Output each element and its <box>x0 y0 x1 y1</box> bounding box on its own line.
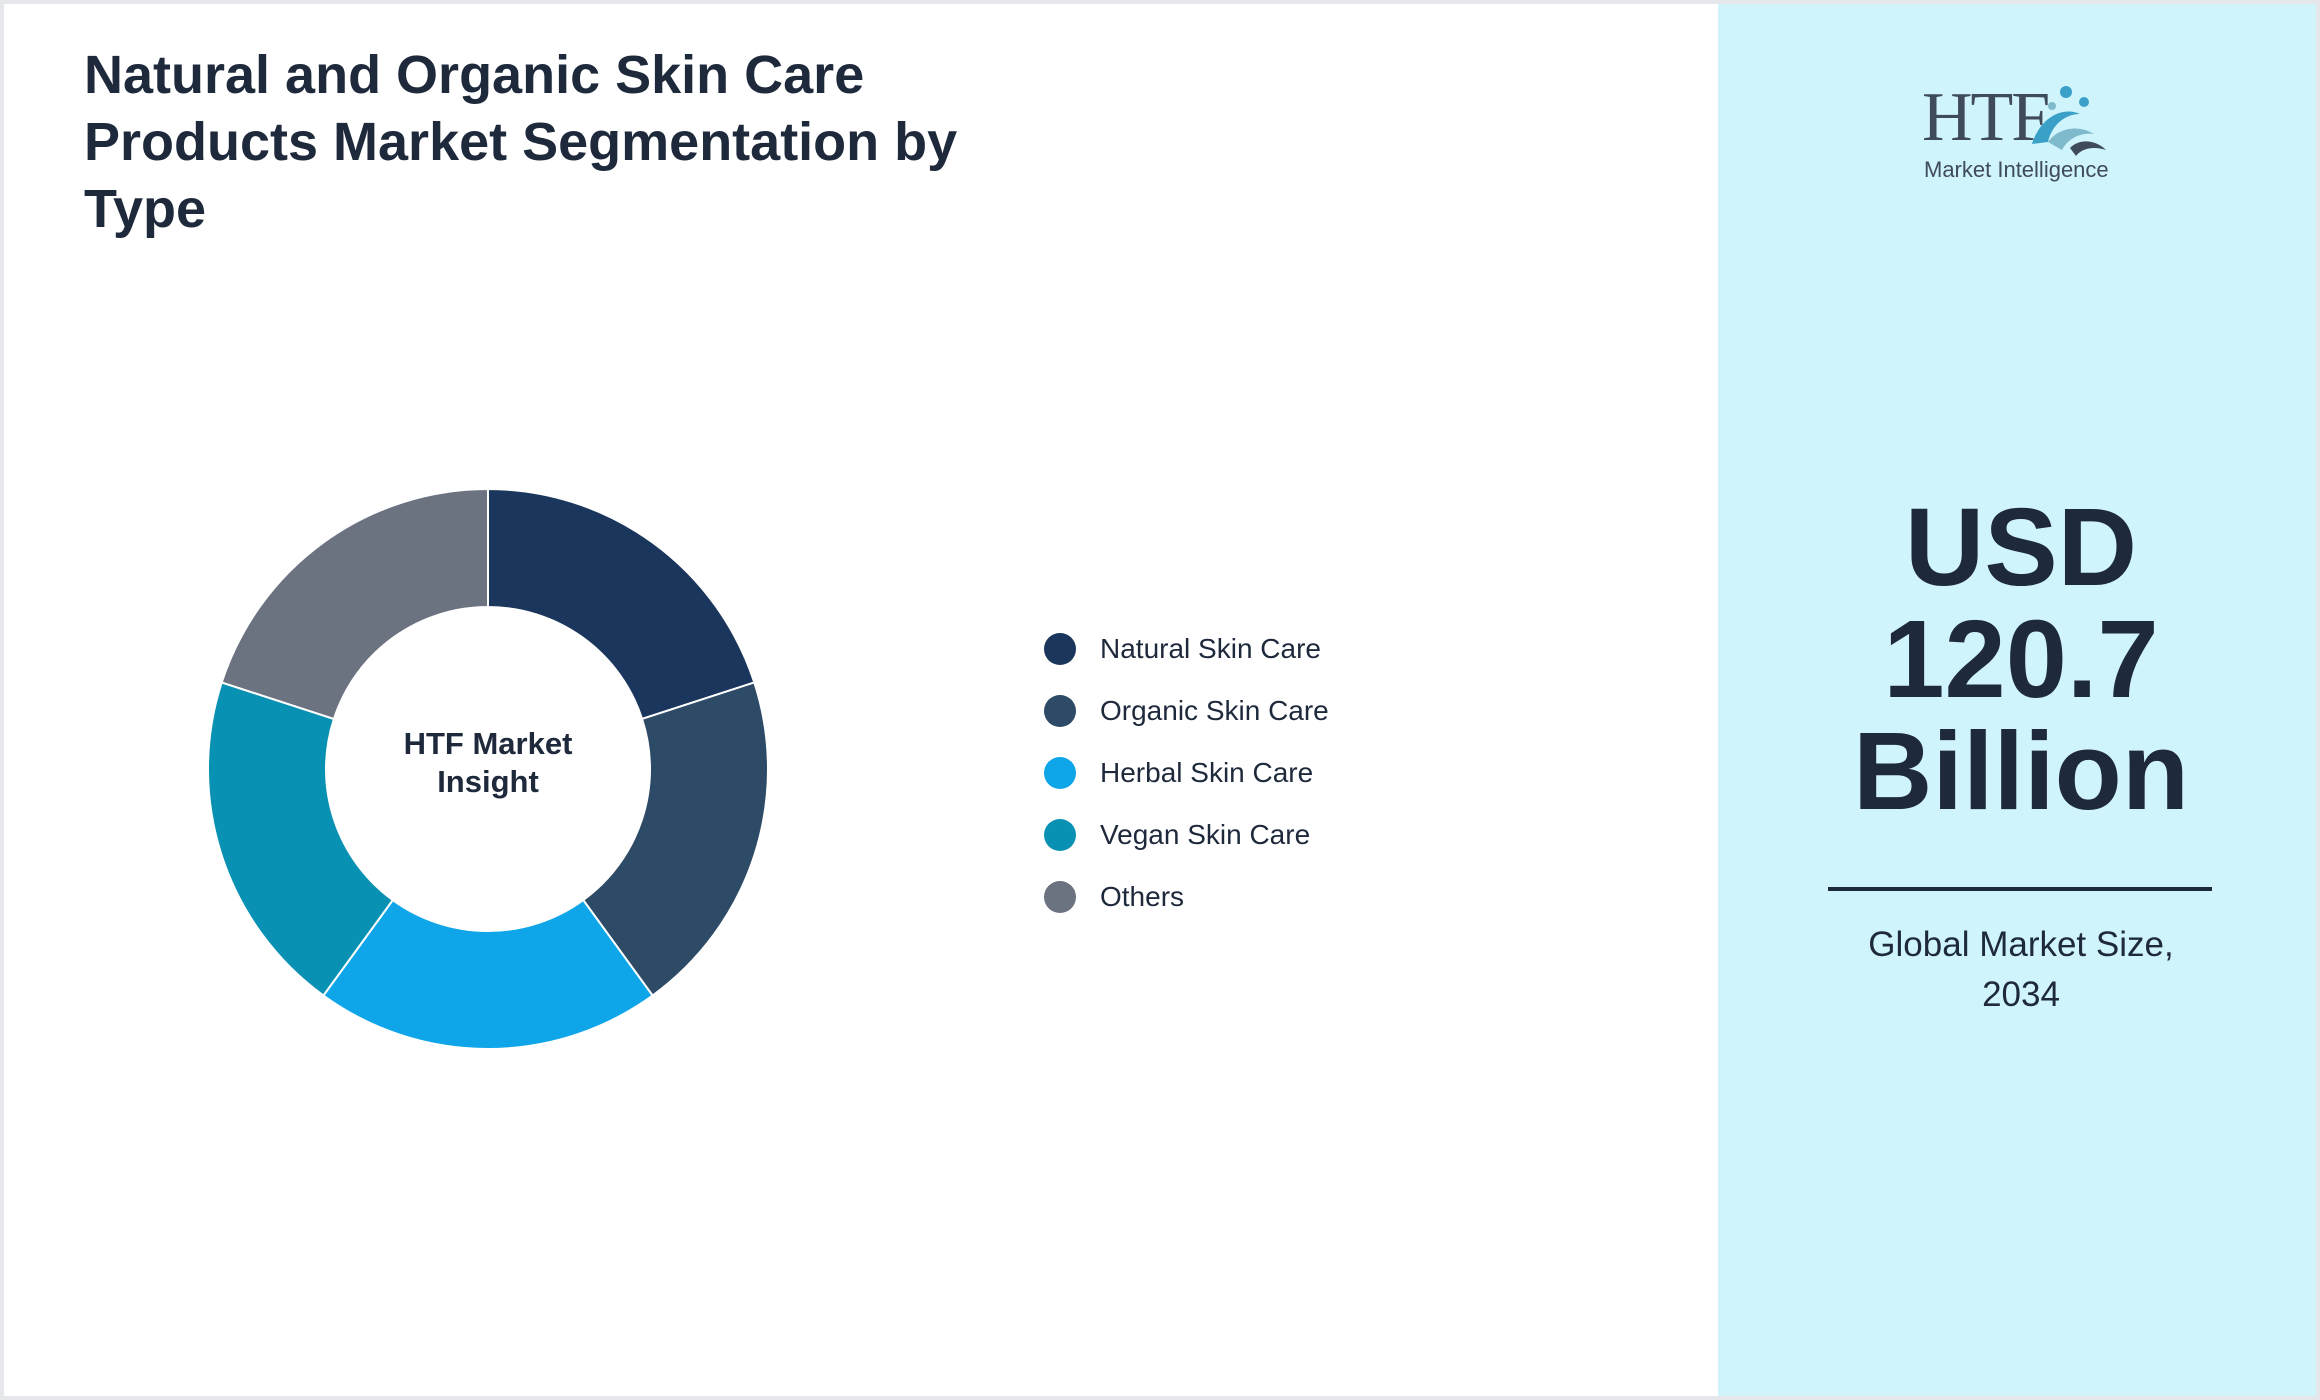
htf-logo: HTF Market Intelligence <box>1922 80 2112 190</box>
market-size-value: USD 120.7 Billion <box>1718 486 2316 833</box>
legend-item: Vegan Skin Care <box>1044 804 1329 866</box>
legend-item: Natural Skin Care <box>1044 618 1329 680</box>
donut-chart: HTF Market Insight <box>207 487 769 1051</box>
legend-swatch <box>1044 757 1076 789</box>
caption-line-1: Global Market Size, <box>1868 925 2174 964</box>
logo-swoosh-icon <box>2032 86 2106 156</box>
logo-subtitle: Market Intelligence <box>1924 157 2109 182</box>
market-size-amount: 120.7 <box>1883 598 2159 721</box>
market-size-caption: Global Market Size, 2034 <box>1718 920 2316 1020</box>
logo-mark: HTF <box>1922 79 2050 156</box>
donut-slices <box>207 487 769 1051</box>
chart-title: Natural and Organic Skin Care Products M… <box>84 45 958 239</box>
donut-center-label: HTF Market Insight <box>404 726 573 799</box>
donut-slice-organic-skin-care <box>581 681 769 997</box>
legend-item: Organic Skin Care <box>1044 680 1329 742</box>
legend-swatch <box>1044 881 1076 913</box>
divider-line <box>1828 887 2212 891</box>
chart-legend: Natural Skin Care Organic Skin Care Herbal… <box>1044 618 1329 928</box>
legend-swatch <box>1044 819 1076 851</box>
donut-slice-others <box>220 487 489 721</box>
center-label-line: Insight <box>437 764 539 799</box>
market-size-unit: Billion <box>1852 710 2190 833</box>
legend-swatch <box>1044 633 1076 665</box>
legend-item: Others <box>1044 866 1329 928</box>
donut-slice-herbal-skin-care <box>322 898 654 1051</box>
legend-label: Vegan Skin Care <box>1100 819 1311 850</box>
legend-label: Natural Skin Care <box>1100 633 1321 664</box>
donut-slice-vegan-skin-care <box>207 681 395 997</box>
legend-item: Herbal Skin Care <box>1044 742 1329 804</box>
caption-line-2: 2034 <box>1982 975 2060 1014</box>
legend-label: Organic Skin Care <box>1100 695 1329 726</box>
legend-swatch <box>1044 695 1076 727</box>
center-label-line: HTF Market <box>404 726 573 761</box>
chart-panel: Natural and Organic Skin Care Products M… <box>4 4 1718 1396</box>
market-size-currency: USD <box>1904 486 2138 609</box>
legend-label: Herbal Skin Care <box>1100 757 1314 788</box>
market-size-panel: HTF Market Intelligence USD 120.7 Billio… <box>1718 4 2316 1396</box>
donut-slice-natural-skin-care <box>487 487 756 721</box>
legend-label: Others <box>1100 881 1185 912</box>
